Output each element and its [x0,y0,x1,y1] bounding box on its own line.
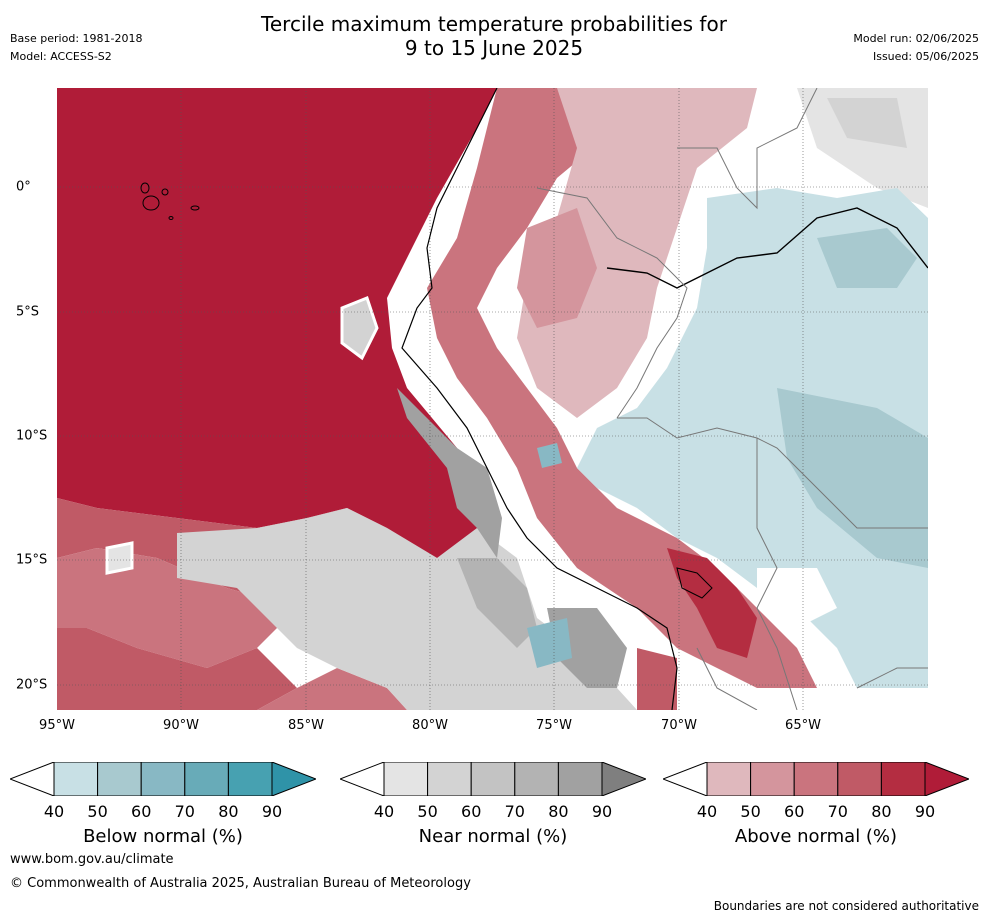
colorbar-swatches [10,762,316,796]
colorbar-tick-label: 90 [914,802,936,821]
model-label: Model: ACCESS-S2 [10,50,112,63]
colorbar-segment [271,762,316,796]
lon-label: 80°W [412,718,448,733]
graticule [57,88,928,710]
colorbar-ticks: 40 50 60 70 80 90 [10,802,316,822]
model-run-label: Model run: 02/06/2025 [853,32,979,45]
title-line-1: Tercile maximum temperature probabilitie… [261,12,727,36]
lon-label: 65°W [785,718,821,733]
lon-label: 70°W [661,718,697,733]
colorbar-segment [184,762,229,796]
base-period-label: Base period: 1981-2018 [10,32,143,45]
issued-label: Issued: 05/06/2025 [872,50,979,63]
probability-map [57,88,928,710]
lat-label: 10°S [16,428,48,444]
colorbar-tick-label: 70 [504,802,525,821]
above-normal-colorbar: 40 50 60 70 80 90 Above normal (%) [663,762,969,847]
colorbar-tick-label: 40 [373,802,395,821]
colorbar-swatches [340,762,646,796]
colorbar-tick-label: 40 [696,802,718,821]
colorbar-title: Above normal (%) [734,826,898,847]
amazon-river [606,207,928,289]
lon-label: 95°W [39,718,75,733]
coastline [401,88,678,710]
colorbar-segment [750,762,795,796]
colorbar-title: Below normal (%) [83,826,243,847]
colorbar-tick-label: 60 [461,802,482,821]
colorbar-segment [880,762,926,796]
colorbar-segment [514,762,559,796]
below-normal-colorbar: 40 50 60 70 80 90 Below normal (%) [10,762,316,847]
boundary-disclaimer: Boundaries are not considered authoritat… [713,899,979,913]
colorbar-tick-label: 50 [417,802,438,821]
colorbar-segment [340,762,385,796]
colorbar-tick-label: 80 [871,802,892,821]
colorbar-tick-label: 80 [548,802,569,821]
colorbar-segment [601,762,646,796]
colorbar-tick-label: 80 [218,802,239,821]
lat-label: 5°S [16,304,40,320]
colorbar-tick-label: 50 [740,802,761,821]
colorbar-tick-label: 70 [827,802,848,821]
colorbar-tick-label: 70 [174,802,195,821]
map-svg [57,88,928,710]
colorbar-segment [10,762,55,796]
colorbar-segment [140,762,186,796]
colorbar-ticks: 40 50 60 70 80 90 [663,802,969,822]
colorbar-tick-label: 60 [784,802,805,821]
colorbar-tick-label: 90 [261,802,283,821]
galapagos-islands [140,182,200,220]
copyright-text: © Commonwealth of Australia 2025, Austra… [10,876,471,891]
lat-label: 15°S [16,552,48,568]
map-title: Tercile maximum temperature probabilitie… [0,12,988,60]
colorbar-segment [97,762,142,796]
lat-label: 20°S [16,677,48,693]
website-link[interactable]: www.bom.gov.au/climate [10,852,174,867]
colorbar-segment [470,762,516,796]
colorbar-tick-label: 60 [131,802,152,821]
colorbar-segment [383,762,429,796]
near-normal-colorbar: 40 50 60 70 80 90 Near normal (%) [340,762,646,847]
national-boundaries [536,88,928,710]
colorbar-segment [557,762,603,796]
colorbar-segment [793,762,839,796]
colorbar-title: Near normal (%) [418,826,568,847]
lake-titicaca [676,567,713,599]
colorbar-tick-label: 50 [87,802,108,821]
metadata-right: Model run: 02/06/2025 Issued: 05/06/2025 [853,32,979,68]
colorbar-segment [427,762,472,796]
colorbar-segment [837,762,882,796]
colorbar-segment [706,762,752,796]
colorbar-segment [227,762,273,796]
metadata-left: Base period: 1981-2018 Model: ACCESS-S2 [10,32,142,68]
colorbar-segment [663,762,708,796]
colorbar-swatches [663,762,969,796]
title-line-2: 9 to 15 June 2025 [404,36,584,60]
colorbar-ticks: 40 50 60 70 80 90 [340,802,646,822]
lon-label: 90°W [163,718,199,733]
lon-label: 85°W [288,718,324,733]
colorbar-segment [53,762,99,796]
colorbar-segment [924,762,969,796]
lat-label: 0° [16,179,31,195]
colorbar-tick-label: 90 [591,802,613,821]
colorbar-tick-label: 40 [43,802,65,821]
lon-label: 75°W [536,718,572,733]
